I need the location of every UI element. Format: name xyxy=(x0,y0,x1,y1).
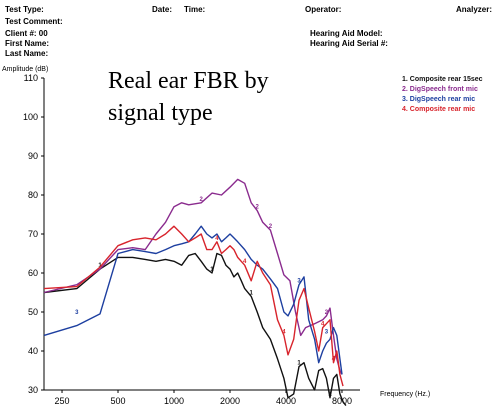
header-test-type: Test Type: xyxy=(5,5,44,14)
y-tick-label: 50 xyxy=(28,307,38,317)
chart-title-line-2: signal type xyxy=(108,100,213,126)
series-marker-label: 4 xyxy=(215,236,219,242)
series-marker-label: 3 xyxy=(75,310,79,316)
y-tick-label: 100 xyxy=(23,112,38,122)
series-marker-label: 4 xyxy=(243,259,247,265)
series-marker-label: 3 xyxy=(325,329,329,335)
legend-item-3: 3. DigSpeech rear mic xyxy=(402,96,475,103)
series-2: 2 2 2 2 xyxy=(43,178,343,375)
x-tick-label: 500 xyxy=(110,396,125,406)
series-4: 4 4 4 4 4 xyxy=(43,225,344,387)
series-marker-label: 4 xyxy=(332,357,336,363)
x-tick-label: 1000 xyxy=(164,396,184,406)
header-client-number: Client #: 00 xyxy=(5,29,48,38)
series-line xyxy=(43,225,344,387)
y-tick-label: 70 xyxy=(28,229,38,239)
series-marker-label: 2 xyxy=(256,205,260,211)
series-line xyxy=(43,178,343,375)
header-time: Time: xyxy=(184,5,206,14)
header-test-comment: Test Comment: xyxy=(5,17,63,26)
series-line xyxy=(43,252,347,407)
legend-item-1: 1. Composite rear 15sec xyxy=(402,76,483,83)
header-hearing-aid-model: Hearing Aid Model: xyxy=(310,29,383,38)
header-date: Date: xyxy=(152,5,173,14)
x-tick-label: 2000 xyxy=(220,396,240,406)
header-hearing-aid-serial: Hearing Aid Serial #: xyxy=(310,39,388,48)
series-marker-label: 2 xyxy=(325,310,329,316)
y-tick-label: 110 xyxy=(24,73,38,83)
series-marker-label: 3 xyxy=(297,279,301,285)
header-last-name: Last Name: xyxy=(5,49,49,58)
x-tick-label: 4000 xyxy=(276,396,296,406)
legend-item-4: 4. Composite rear mic xyxy=(402,106,475,113)
y-tick-label: 90 xyxy=(28,151,38,161)
series-marker-label: 4 xyxy=(321,322,325,328)
header-first-name: First Name: xyxy=(5,39,50,48)
series-marker-label: 1 xyxy=(328,392,332,398)
y-axis-label: Amplitude (dB) xyxy=(2,66,48,73)
series-3: 3 3 3 xyxy=(43,225,343,375)
x-tick-label: 250 xyxy=(55,396,70,406)
series-marker-label: 4 xyxy=(282,329,286,335)
y-tick-label: 30 xyxy=(28,385,38,395)
y-tick-label: 40 xyxy=(28,346,38,356)
y-tick-label: 80 xyxy=(28,190,38,200)
y-tick-label: 60 xyxy=(28,268,38,278)
header-operator: Operator: xyxy=(305,5,342,14)
series-marker-label: 1 xyxy=(250,290,254,296)
legend: 1. Composite rear 15sec 2. DigSpeech fron… xyxy=(402,76,483,113)
header-analyzer: Analyzer: xyxy=(456,5,493,14)
series-marker-label: 2 xyxy=(200,197,204,203)
chart-title-line-1: Real ear FBR by xyxy=(108,68,269,94)
x-axis-label: Frequency (Hz.) xyxy=(380,391,430,398)
series-line xyxy=(43,225,343,375)
legend-item-2: 2. DigSpeech front mic xyxy=(402,86,478,93)
series-marker-label: 1 xyxy=(210,267,214,273)
series-marker-label: 2 xyxy=(269,224,273,230)
series-marker-label: 1 xyxy=(297,361,301,367)
